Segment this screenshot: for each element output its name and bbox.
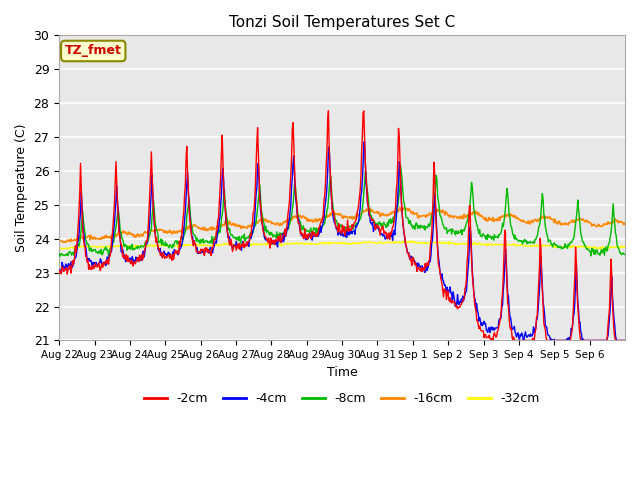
Y-axis label: Soil Temperature (C): Soil Temperature (C)	[15, 124, 28, 252]
Text: TZ_fmet: TZ_fmet	[65, 45, 122, 58]
X-axis label: Time: Time	[326, 366, 358, 379]
Title: Tonzi Soil Temperatures Set C: Tonzi Soil Temperatures Set C	[229, 15, 455, 30]
Legend: -2cm, -4cm, -8cm, -16cm, -32cm: -2cm, -4cm, -8cm, -16cm, -32cm	[139, 387, 545, 410]
